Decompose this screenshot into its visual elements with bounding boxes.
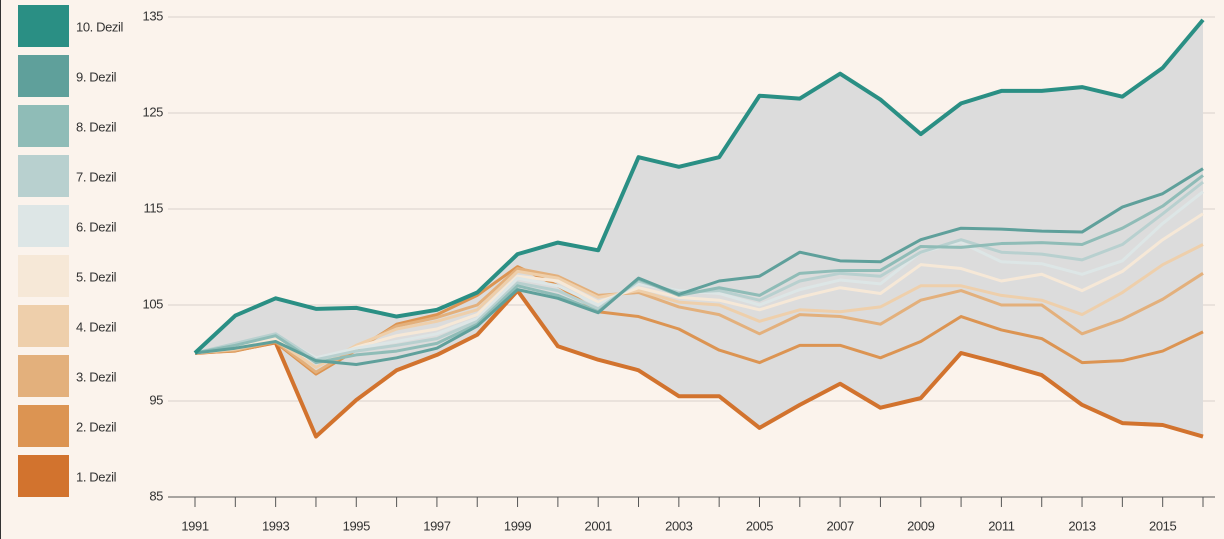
legend-label: 5. Dezil — [76, 269, 117, 284]
y-tick-label: 125 — [143, 104, 164, 119]
y-tick-label: 85 — [149, 488, 163, 503]
legend-swatch — [18, 355, 69, 397]
x-tick-label: 2001 — [585, 518, 612, 533]
series-line — [194, 243, 1204, 369]
legend-label: 7. Dezil — [76, 169, 117, 184]
series-line — [194, 288, 1204, 439]
legend-label: 10. Dezil — [76, 19, 123, 34]
x-tick-label: 2007 — [826, 518, 853, 533]
y-tick-label: 115 — [143, 200, 163, 215]
legend-swatch — [18, 305, 69, 347]
series-line — [194, 212, 1204, 365]
x-tick-label: 2011 — [988, 518, 1015, 533]
legend-label: 1. Dezil — [76, 469, 117, 484]
legend-swatch — [18, 105, 69, 147]
series-line — [194, 167, 1204, 367]
y-tick-label: 95 — [149, 392, 163, 407]
x-tick-label: 1991 — [181, 518, 208, 533]
legend-label: 9. Dezil — [76, 69, 117, 84]
legend-swatch — [18, 405, 69, 447]
legend-label: 2. Dezil — [76, 419, 117, 434]
x-tick-label: 1993 — [262, 518, 289, 533]
x-tick-label: 2005 — [746, 518, 773, 533]
y-tick-label: 135 — [143, 8, 164, 23]
legend-swatch — [18, 255, 69, 297]
x-tick-label: 1999 — [504, 518, 531, 533]
x-tick-label: 2003 — [665, 518, 692, 533]
x-tick-label: 1997 — [423, 518, 450, 533]
legend-swatch — [18, 5, 69, 47]
x-tick-label: 2015 — [1149, 518, 1176, 533]
x-tick-label: 2013 — [1068, 518, 1095, 533]
legend-swatch — [18, 205, 69, 247]
legend-label: 6. Dezil — [76, 219, 117, 234]
legend-swatch — [18, 155, 69, 197]
range-area — [195, 19, 1203, 437]
legend-swatch — [18, 55, 69, 97]
legend-label: 3. Dezil — [76, 369, 117, 384]
x-tick-label: 1995 — [343, 518, 370, 533]
legend-label: 4. Dezil — [76, 319, 117, 334]
y-tick-label: 105 — [143, 296, 164, 311]
series-line — [194, 174, 1204, 365]
series-line — [193, 18, 1205, 355]
legend-label: 8. Dezil — [76, 119, 117, 134]
legend-swatch — [18, 455, 69, 497]
x-tick-label: 2009 — [907, 518, 934, 533]
